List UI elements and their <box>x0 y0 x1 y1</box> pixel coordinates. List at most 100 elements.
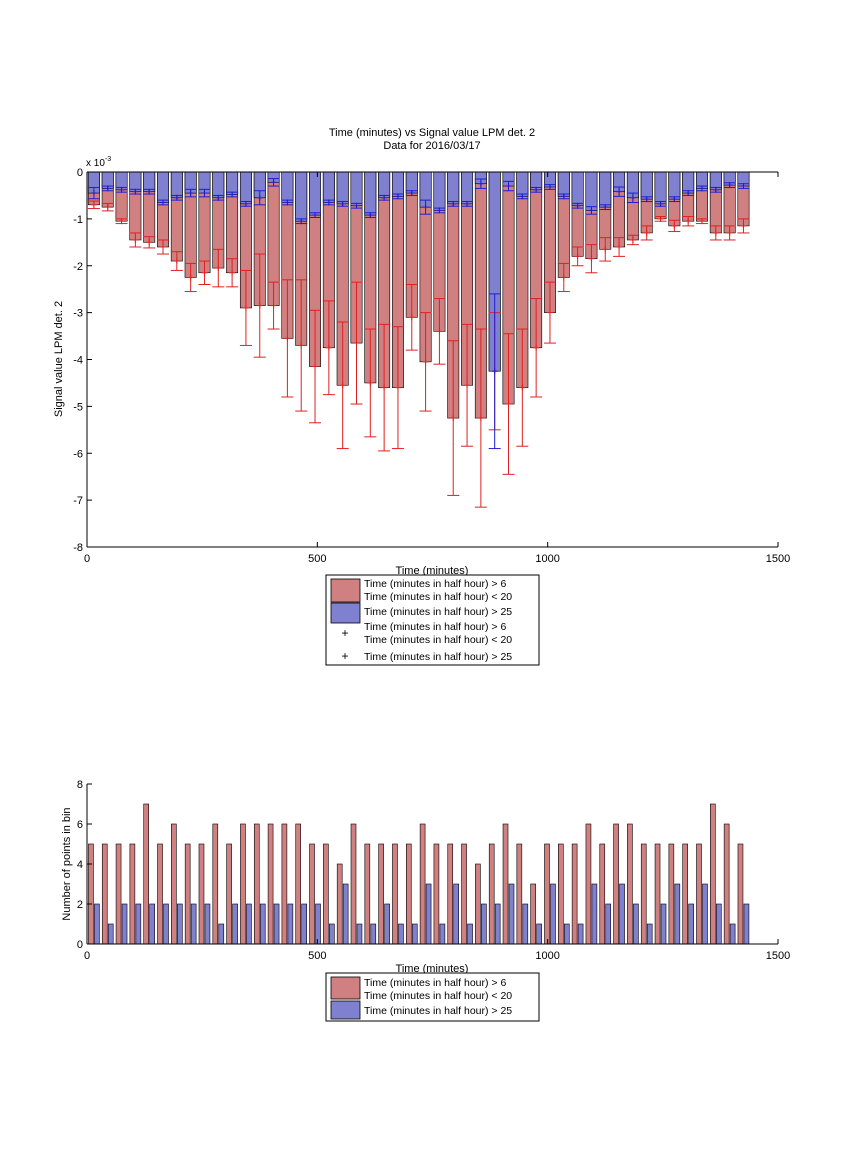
count-bar <box>163 903 169 945</box>
legend-top: Time (minutes in half hour) > 6 Time (mi… <box>325 574 540 666</box>
count-bar <box>384 903 390 945</box>
bar <box>170 171 183 199</box>
count-bar <box>143 803 149 945</box>
y-tick-label: 4 <box>77 859 83 871</box>
count-bar <box>743 903 750 945</box>
count-bar <box>585 823 592 945</box>
legend-item: Time (minutes in half hour) > 25 <box>364 606 512 618</box>
count-bar <box>378 843 384 945</box>
count-bar <box>530 883 536 945</box>
count-bar <box>419 823 426 945</box>
count-bar <box>654 843 661 945</box>
legend-bottom: Time (minutes in half hour) > 6 Time (mi… <box>325 972 540 1022</box>
count-bar <box>405 843 412 945</box>
count-bar <box>177 903 183 945</box>
bar <box>585 171 598 211</box>
count-bar <box>267 823 274 945</box>
count-bar <box>439 923 446 945</box>
count-bar <box>481 903 487 945</box>
legend-swatch-red <box>330 976 361 1000</box>
count-bar <box>563 923 570 945</box>
count-bar <box>508 883 515 945</box>
chart-subtitle: Data for 2016/03/17 <box>383 140 480 152</box>
legend-item: Time (minutes in half hour) > 6 <box>364 578 506 590</box>
count-bar <box>226 843 232 945</box>
count-bar <box>232 903 238 945</box>
count-bar <box>129 843 136 945</box>
count-bar <box>259 903 266 945</box>
y-tick-label: -8 <box>73 542 83 554</box>
bar <box>157 171 169 203</box>
x-tick-label: 500 <box>308 553 326 565</box>
count-bar <box>370 923 377 945</box>
count-bar <box>544 843 550 945</box>
legend-swatch-red <box>330 578 361 603</box>
y-tick-label: -3 <box>73 308 83 320</box>
count-bar <box>571 843 578 945</box>
signal-chart: Time (minutes) vs Signal value LPM det. … <box>53 127 790 666</box>
x-tick-label: 500 <box>308 950 326 962</box>
x-tick-label: 0 <box>84 553 90 565</box>
count-bar <box>273 903 280 945</box>
count-bar <box>301 903 307 945</box>
legend-item: Time (minutes in half hour) > 25 <box>364 651 512 663</box>
count-bar <box>605 903 612 945</box>
legend-swatch-blue <box>330 1000 361 1020</box>
count-bar <box>425 883 432 945</box>
count-bar <box>135 903 142 945</box>
count-bar <box>309 843 315 945</box>
bar <box>350 171 363 207</box>
count-bar <box>467 923 473 945</box>
count-bar <box>522 903 529 945</box>
count-bar <box>287 903 294 945</box>
count-bar <box>461 843 467 945</box>
bar <box>433 171 446 211</box>
count-bar <box>295 823 302 945</box>
count-bar <box>315 903 321 945</box>
count-bar <box>488 843 495 945</box>
legend-item: Time (minutes in half hour) < 20 <box>364 634 512 646</box>
count-bar <box>447 843 454 945</box>
legend-swatch-blue <box>330 602 361 624</box>
y-tick-label: -7 <box>73 495 83 507</box>
x-axis-label-bottom: Time (minutes) <box>396 963 469 975</box>
bar <box>668 171 681 200</box>
count-bar <box>246 903 252 945</box>
count-bar <box>433 843 440 945</box>
count-bar <box>88 843 94 945</box>
count-bar <box>356 923 363 945</box>
bar <box>571 171 584 207</box>
count-bar <box>342 883 349 945</box>
bar <box>239 171 252 205</box>
count-bar <box>660 903 667 945</box>
bar <box>682 171 695 194</box>
count-bar <box>336 863 343 945</box>
count-bar <box>558 843 564 945</box>
bar <box>212 171 225 199</box>
count-bar <box>475 863 481 945</box>
bar <box>461 171 474 205</box>
chart-title: Time (minutes) vs Signal value LPM det. … <box>329 127 535 139</box>
count-bar <box>729 923 736 945</box>
count-bar <box>350 823 357 945</box>
count-bar <box>640 843 647 945</box>
count-bar <box>115 843 122 945</box>
count-chart: 0 500 1000 1500 0 2 4 6 8 Time (minutes) Number … <box>61 779 790 1022</box>
count-bar <box>550 883 556 945</box>
bar <box>309 171 321 216</box>
count-bar <box>253 823 260 945</box>
x-axis-label-top: Time (minutes) <box>396 565 469 577</box>
bar <box>405 171 418 194</box>
bar <box>654 171 667 205</box>
bar <box>447 171 460 205</box>
bar <box>378 171 391 199</box>
count-bar <box>702 883 708 945</box>
y-tick-label: 2 <box>77 899 83 911</box>
bar <box>336 171 349 205</box>
count-bar <box>516 843 523 945</box>
count-bar <box>453 883 460 945</box>
bar <box>281 171 294 203</box>
bar <box>391 171 404 197</box>
y-tick-label: -5 <box>73 401 83 413</box>
bar <box>295 171 308 222</box>
